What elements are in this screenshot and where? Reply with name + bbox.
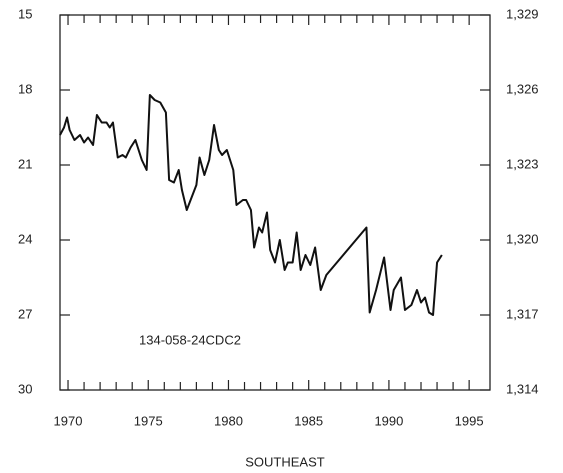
y2-tick-label: 1,320 — [506, 231, 539, 246]
y-tick-label: 21 — [18, 156, 32, 171]
y-tick-label: 24 — [18, 231, 32, 246]
x-tick-label: 1985 — [294, 413, 323, 428]
y2-tick-label: 1,317 — [506, 306, 539, 321]
y2-tick-label: 1,314 — [506, 381, 539, 396]
y-tick-label: 27 — [18, 306, 32, 321]
x-tick-label: 1980 — [214, 413, 243, 428]
y-tick-label: 30 — [18, 381, 32, 396]
x-tick-label: 1975 — [134, 413, 163, 428]
x-tick-label: 1990 — [374, 413, 403, 428]
x-tick-label: 1995 — [455, 413, 484, 428]
y2-tick-label: 1,329 — [506, 6, 539, 21]
y-tick-label: 15 — [18, 6, 32, 21]
y2-tick-label: 1,323 — [506, 156, 539, 171]
annotation: 134-058-24CDC2 — [139, 332, 241, 347]
x-axis-label: SOUTHEAST — [245, 454, 325, 469]
data-line — [59, 94, 443, 316]
y2-tick-label: 1,326 — [506, 81, 539, 96]
y-tick-label: 18 — [18, 81, 32, 96]
plot-frame — [59, 14, 491, 391]
x-tick-label: 1970 — [54, 413, 83, 428]
